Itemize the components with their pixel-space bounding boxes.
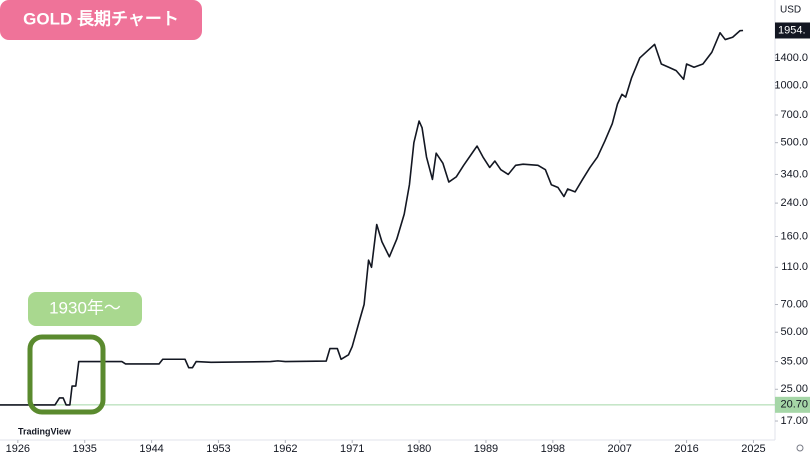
x-tick-label: 1980 xyxy=(407,443,431,455)
title-box xyxy=(0,0,202,40)
highlight-box xyxy=(27,334,106,415)
price-line-label: 20.70 xyxy=(780,399,808,411)
last-price-label: 1954. xyxy=(778,24,806,36)
annotation-box xyxy=(28,292,142,326)
annotation: 1930年〜 xyxy=(49,298,121,317)
x-tick-label: 1962 xyxy=(273,443,297,455)
y-axis-label: USD xyxy=(780,5,801,16)
x-tick-label: 2016 xyxy=(674,443,698,455)
y-tick-label: 110.0 xyxy=(781,261,808,273)
y-tick-label: 240.0 xyxy=(780,197,808,209)
y-tick-label: 1000.0 xyxy=(774,80,808,92)
last-price-tag xyxy=(775,22,810,39)
y-tick-label: 35.00 xyxy=(780,355,808,367)
x-tick-label: 2007 xyxy=(607,443,631,455)
x-tick-label: 1998 xyxy=(541,443,565,455)
price-line-series xyxy=(0,29,744,406)
plot xyxy=(0,29,775,406)
x-tick-label: 1971 xyxy=(340,443,364,455)
y-tick-label: 160.0 xyxy=(780,230,808,242)
y-tick-label: 700.0 xyxy=(780,109,808,121)
chart-title: GOLD 長期チャート xyxy=(23,9,179,28)
y-tick-label: 1400.0 xyxy=(774,52,808,64)
y-tick-label: 50.00 xyxy=(780,326,808,338)
x-tick-label: 1935 xyxy=(72,443,96,455)
y-tick-label: 500.0 xyxy=(780,137,808,149)
y-tick-label: 70.00 xyxy=(780,298,808,310)
y-tick-label: 25.00 xyxy=(780,383,808,395)
y-tick-label: 340.0 xyxy=(780,168,808,180)
x-tick-label: 1944 xyxy=(139,443,163,455)
settings-icon[interactable] xyxy=(796,444,804,452)
watermark: TradingView xyxy=(18,426,72,436)
y-tick-label: 17.00 xyxy=(780,415,808,427)
price-line-tag xyxy=(775,396,810,413)
x-tick-label: 2025 xyxy=(741,443,765,455)
x-tick-label: 1953 xyxy=(206,443,230,455)
x-tick-label: 1926 xyxy=(6,443,30,455)
x-tick-label: 1989 xyxy=(474,443,498,455)
